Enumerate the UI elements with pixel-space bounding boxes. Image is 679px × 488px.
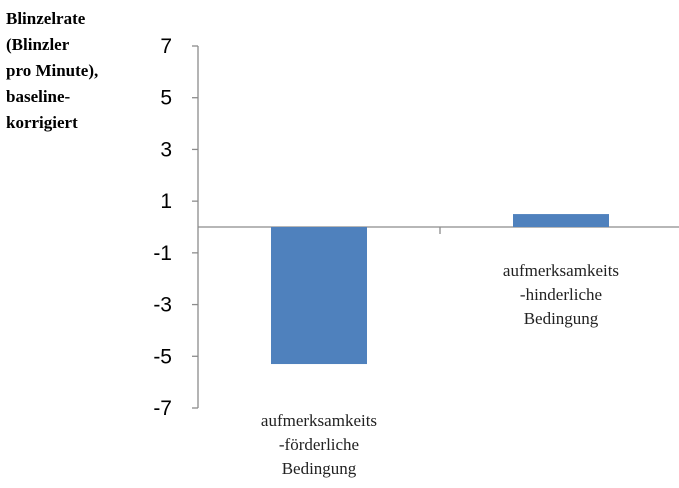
y-axis-title-line: baseline- — [6, 87, 71, 106]
y-tick-label: 5 — [160, 87, 172, 110]
y-tick-label: 3 — [160, 138, 172, 161]
y-tick-label: -5 — [153, 345, 172, 368]
category-label-line: Bedingung — [524, 309, 599, 328]
y-tick-label: -1 — [153, 242, 172, 265]
y-axis-title-line: Blinzelrate — [6, 9, 86, 28]
y-axis-title-line: (Blinzler — [6, 35, 70, 54]
category-label-line: aufmerksamkeits — [261, 411, 377, 430]
category-label-line: aufmerksamkeits — [503, 261, 619, 280]
category-label-line: -förderliche — [279, 435, 359, 454]
y-axis-title-line: korrigiert — [6, 113, 78, 132]
y-axis-title-line: pro Minute), — [6, 61, 98, 80]
category-labels: aufmerksamkeits -förderliche Bedingung aufm… — [261, 261, 619, 478]
y-axis-title: Blinzelrate (Blinzler pro Minute), baseline… — [6, 9, 98, 132]
y-tick-labels: 7 5 3 1 -1 -3 -5 -7 — [153, 35, 172, 420]
bar — [513, 214, 609, 227]
category-label-line: -hinderliche — [520, 285, 602, 304]
bars — [271, 214, 609, 365]
bar — [271, 227, 367, 365]
y-tick-label: 1 — [160, 190, 172, 213]
y-tick-label: 7 — [160, 35, 172, 58]
y-tick-label: -3 — [153, 294, 172, 317]
y-tick-label: -7 — [153, 397, 172, 420]
category-label-line: Bedingung — [282, 459, 357, 478]
